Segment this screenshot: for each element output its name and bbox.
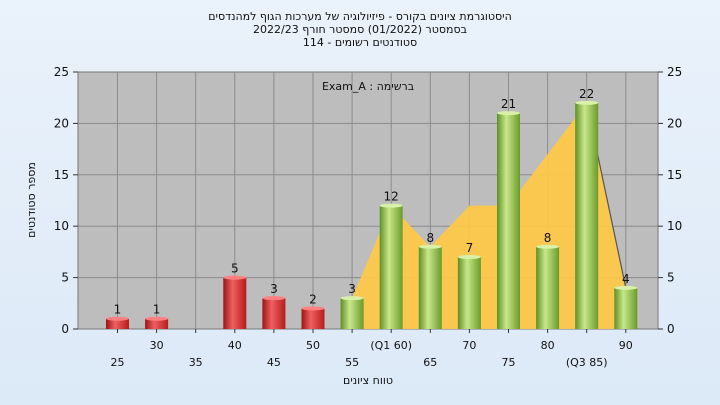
- bar-value-label: 5: [231, 262, 239, 276]
- chart-title: היסטוגרמת ציונים בקורס - פיזיולוגיה של מ…: [208, 10, 512, 23]
- bar-cap: [106, 316, 129, 321]
- y-tick-label: 0: [61, 322, 69, 336]
- bar-cap: [575, 100, 599, 105]
- x-tick-label: (Q3 85): [566, 356, 608, 369]
- x-axis-label: טווח ציונים: [343, 374, 393, 387]
- bar: [145, 318, 169, 329]
- y-axis-right: 0 5 10 15 20 25: [658, 65, 682, 336]
- y-tick-label: 10: [54, 219, 69, 233]
- y-tick-label-right: 10: [667, 219, 682, 233]
- x-tick-label: 55: [345, 356, 359, 369]
- bar-cap: [340, 296, 364, 301]
- x-tick-label: 65: [423, 356, 437, 369]
- bar: [106, 318, 129, 329]
- bar-cap: [536, 244, 560, 249]
- bar-value-label: 7: [466, 241, 474, 255]
- bar: [379, 205, 403, 329]
- y-tick-label: 15: [54, 168, 69, 182]
- bar-value-label: 3: [270, 282, 278, 296]
- bar-cap: [614, 285, 638, 290]
- y-tick-label-right: 0: [667, 322, 675, 336]
- bar-cap: [457, 255, 481, 260]
- y-tick-label-right: 20: [667, 116, 682, 130]
- bar-cap: [497, 111, 520, 116]
- y-axis-left: 0 5 10 15 20 25: [54, 65, 78, 336]
- x-tick-label: (Q1 60): [370, 339, 412, 352]
- y-tick-label: 20: [54, 116, 69, 130]
- bar-value-label: 3: [348, 282, 356, 296]
- chart-titles: היסטוגרמת ציונים בקורס - פיזיולוגיה של מ…: [0, 10, 720, 49]
- bar-value-label: 8: [544, 231, 552, 245]
- bar: [340, 298, 364, 329]
- bar: [418, 246, 442, 329]
- bar: [301, 308, 325, 329]
- bar-value-label: 12: [384, 190, 399, 204]
- bar-value-label: 4: [622, 272, 630, 286]
- x-tick-label: 75: [502, 356, 516, 369]
- x-axis: 25 30 35 40 45 50 55 (Q1 60) 65 70 75 80 (Q3 85) 90: [111, 329, 633, 369]
- bar-value-label: 1: [114, 303, 122, 317]
- x-tick-label: 25: [111, 356, 125, 369]
- x-tick-label: 45: [267, 356, 281, 369]
- bar: [575, 102, 599, 329]
- bar-value-label: 22: [579, 87, 594, 101]
- bar-value-label: 8: [426, 231, 434, 245]
- x-tick-label: 90: [619, 339, 633, 352]
- bar-value-label: 1: [153, 303, 161, 317]
- y-tick-label: 5: [61, 271, 69, 285]
- chart-annotation: Exam_A : ברשימה: [322, 80, 414, 93]
- bar: [497, 113, 520, 330]
- bar: [262, 298, 286, 329]
- x-tick-label: 80: [541, 339, 555, 352]
- bar-value-label: 21: [501, 97, 516, 111]
- bar: [223, 277, 247, 329]
- y-tick-label: 25: [54, 65, 69, 79]
- chart-subtitle-students: סטודנטים רשומים - 114: [302, 36, 418, 49]
- bar-cap: [418, 244, 442, 249]
- x-tick-label: 40: [228, 339, 242, 352]
- bar-series: 1 1 5 3 2 3 12 8 7 21 8 22 4: [106, 87, 638, 330]
- bar: [536, 246, 560, 329]
- chart-subtitle-semester: בסמסטר (01/2022) סמסטר חורף 2022/23: [253, 23, 467, 36]
- bar: [614, 287, 638, 329]
- bar: [457, 257, 481, 329]
- x-tick-label: 30: [150, 339, 164, 352]
- bar-cap: [145, 316, 169, 321]
- bar-value-label: 2: [309, 292, 317, 306]
- bar-cap: [379, 203, 403, 208]
- x-tick-label: 35: [189, 356, 203, 369]
- y-tick-label-right: 25: [667, 65, 682, 79]
- y-tick-label-right: 15: [667, 168, 682, 182]
- y-axis-label: מספר סטודנטים: [25, 162, 38, 238]
- bar-cap: [223, 275, 247, 280]
- x-tick-label: 70: [462, 339, 476, 352]
- bar-cap: [262, 296, 286, 301]
- bar-cap: [301, 306, 325, 311]
- x-tick-label: 50: [306, 339, 320, 352]
- y-tick-label-right: 5: [667, 271, 675, 285]
